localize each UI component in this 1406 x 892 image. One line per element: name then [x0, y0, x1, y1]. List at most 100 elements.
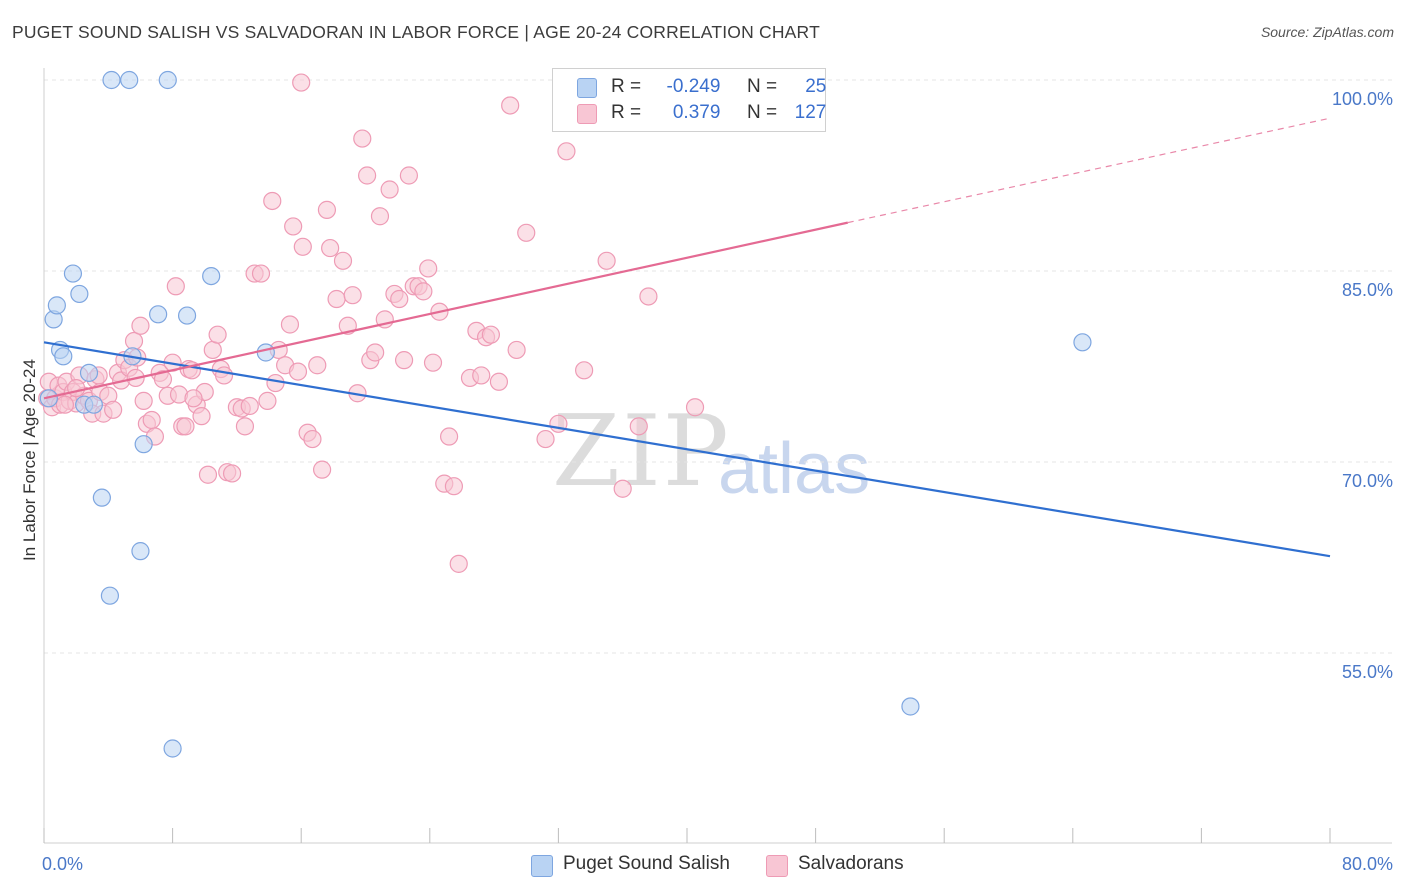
point-salvadoran [222, 464, 242, 483]
point-salvadoran [198, 465, 218, 484]
point-salvadoran [557, 142, 576, 161]
point-salvadoran [263, 191, 282, 211]
point-salvadoran [449, 554, 468, 573]
point-salish [134, 435, 153, 454]
point-salvadoran [124, 331, 144, 351]
trendline-salvadoran-extension [847, 117, 1331, 224]
point-salvadoran [597, 251, 616, 270]
point-salish [47, 296, 66, 315]
source-label: Source: ZipAtlas.com [1260, 24, 1394, 40]
point-salish [92, 488, 111, 507]
bottom-legend-swatch-salvadoran [766, 855, 788, 877]
point-salvadoran [423, 353, 443, 372]
point-salvadoran [176, 417, 195, 436]
legend-n-value-salish: 25 [805, 76, 827, 97]
point-salvadoran [55, 395, 74, 414]
point-salvadoran [203, 340, 222, 360]
chart-title: PUGET SOUND SALISH VS SALVADORAN IN LABO… [12, 22, 820, 42]
bottom-legend-label-salish: Puget Sound Salish [563, 853, 730, 874]
point-salvadoran [293, 237, 312, 256]
legend-n-label: N = [746, 102, 778, 123]
x-tick-label: 80.0% [1342, 854, 1393, 874]
point-salvadoran [370, 207, 390, 226]
point-salvadoran [366, 343, 385, 362]
point-salish [149, 305, 168, 324]
point-salish [158, 70, 177, 90]
point-salvadoran [489, 372, 509, 391]
x-tick-label: 0.0% [42, 854, 83, 874]
point-salvadoran [517, 223, 536, 242]
y-tick-label: 100.0% [1332, 89, 1393, 109]
legend-swatch-salish [577, 78, 597, 98]
point-salvadoran [501, 96, 520, 115]
point-salish [70, 284, 89, 304]
point-salvadoran [390, 289, 409, 309]
trendline-salish [43, 341, 1331, 558]
point-salvadoran [131, 316, 150, 335]
point-salvadoran [192, 407, 211, 426]
point-salvadoran [414, 282, 433, 301]
point-salvadoran [507, 340, 526, 360]
point-salvadoran [629, 417, 648, 436]
point-salish [102, 70, 121, 90]
point-salish [100, 586, 120, 605]
point-salish [84, 395, 103, 414]
point-salvadoran [288, 362, 308, 381]
point-salvadoran [251, 264, 271, 283]
legend-r-value-salish: -0.249 [666, 76, 721, 97]
y-tick-label: 55.0% [1342, 662, 1393, 682]
point-salish [177, 306, 197, 325]
point-salvadoran [292, 73, 311, 92]
point-salish [202, 266, 221, 286]
bottom-legend-swatch-salish [531, 855, 553, 877]
legend-n-value-salvadoran: 127 [794, 102, 827, 123]
point-salvadoran [380, 180, 399, 199]
point-salvadoran [343, 286, 362, 305]
point-salvadoran [358, 166, 377, 185]
point-salvadoran [166, 277, 185, 296]
point-salvadoran [353, 129, 372, 148]
point-salvadoran [317, 200, 337, 219]
bottom-legend-label-salvadoran: Salvadorans [798, 853, 904, 874]
point-salish [79, 363, 99, 382]
point-salvadoran [67, 379, 86, 398]
legend-r-value-salvadoran: 0.379 [672, 102, 721, 123]
point-salvadoran [134, 391, 153, 410]
point-salvadoran [419, 259, 438, 278]
y-axis-label: In Labor Force | Age 20-24 [20, 359, 39, 561]
point-salvadoran [284, 217, 303, 236]
point-salvadoran [536, 429, 555, 449]
point-salvadoran [481, 325, 500, 344]
legend-r-label: R = [611, 102, 642, 123]
point-salvadoran [685, 398, 705, 417]
point-salish [120, 70, 139, 90]
point-salish [63, 264, 83, 283]
point-salvadoran [399, 166, 419, 185]
point-salvadoran [639, 287, 658, 306]
point-salvadoran [321, 238, 340, 258]
point-salvadoran [575, 361, 594, 380]
point-salvadoran [333, 251, 353, 270]
point-salish [1073, 333, 1092, 352]
stats-legend: R = -0.249 N = 25 R = 0.379 N = 127 [552, 68, 826, 132]
y-tick-label: 70.0% [1342, 471, 1393, 491]
point-salvadoran [142, 410, 161, 430]
watermark-atlas: atlas [718, 429, 871, 509]
point-salvadoran [240, 396, 259, 416]
point-salvadoran [104, 400, 123, 419]
point-salvadoran [208, 325, 227, 344]
point-salish [54, 347, 73, 366]
point-salvadoran [303, 429, 322, 449]
point-salvadoran [312, 460, 332, 479]
point-salvadoran [444, 477, 464, 496]
point-salvadoran [280, 315, 300, 334]
point-salvadoran [308, 356, 327, 375]
point-salvadoran [153, 370, 173, 389]
point-salish [131, 542, 150, 561]
point-salvadoran [184, 389, 203, 408]
point-salish [163, 739, 182, 758]
point-salish [901, 697, 920, 716]
point-salvadoran [327, 289, 346, 309]
y-tick-label: 85.0% [1342, 280, 1393, 300]
